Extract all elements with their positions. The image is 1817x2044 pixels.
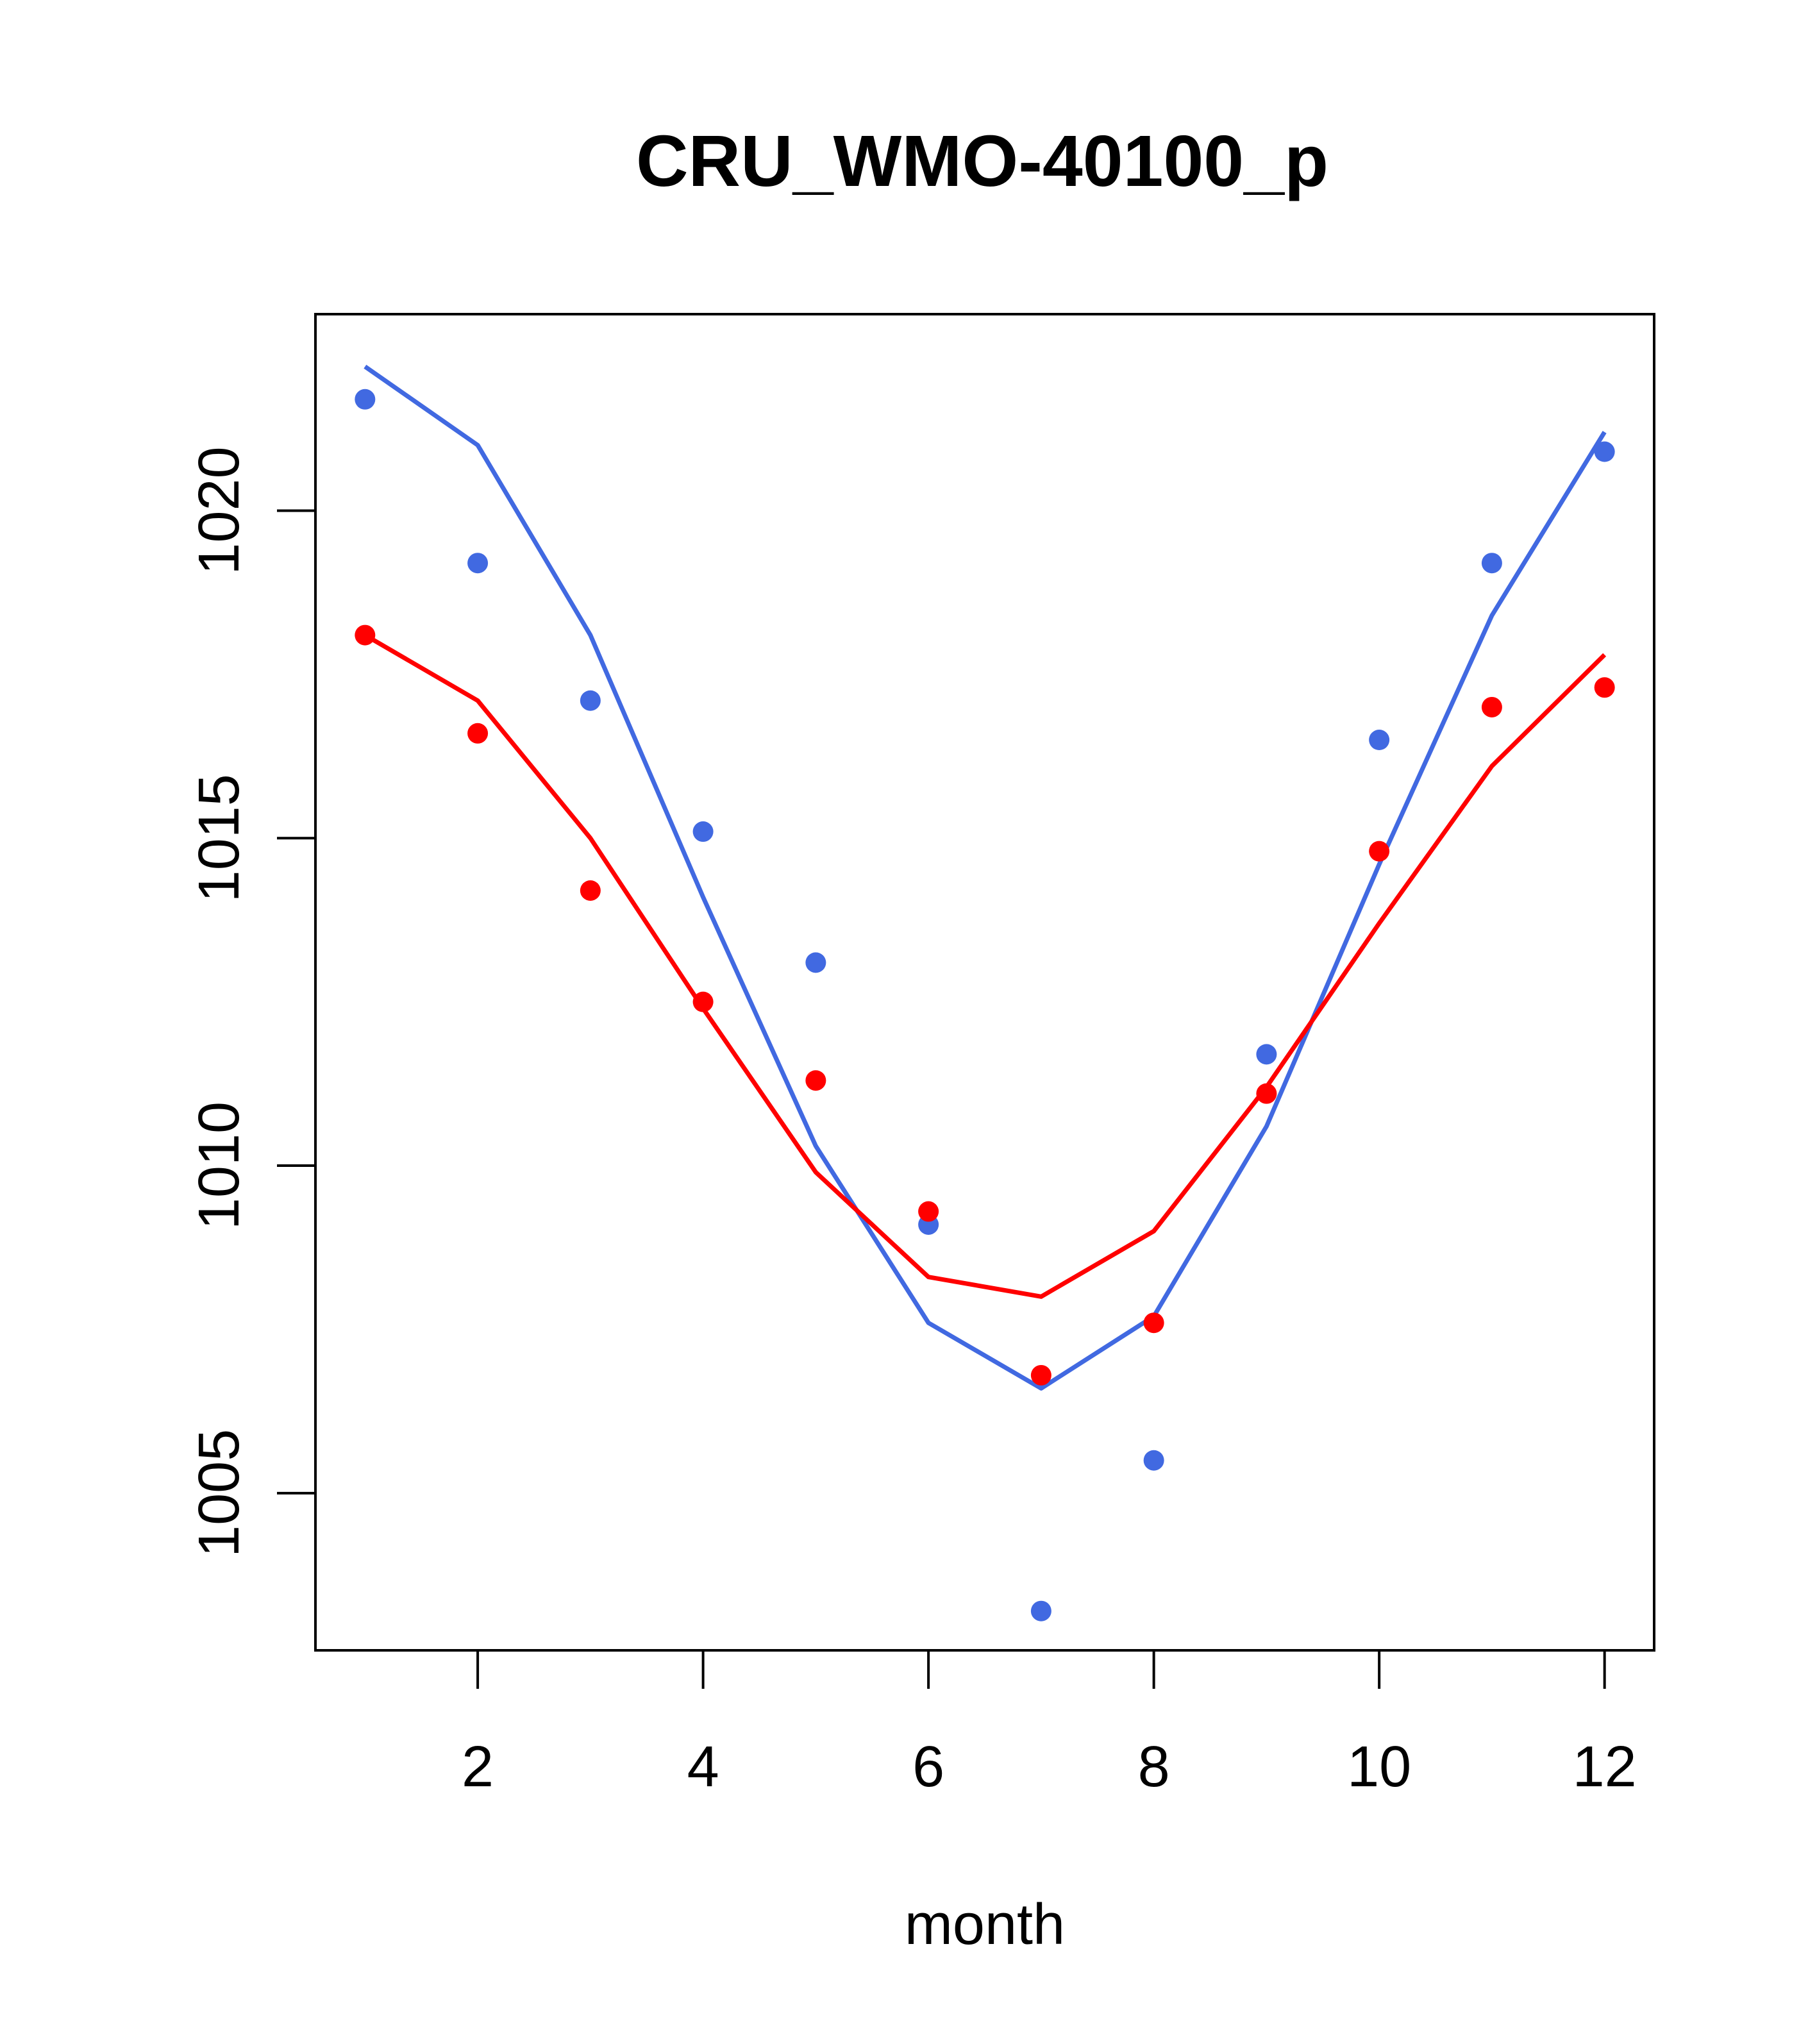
- blue-line: [364, 364, 1607, 1391]
- y-tick-label: 1010: [187, 1102, 251, 1230]
- x-tick-label: 6: [912, 1735, 944, 1799]
- blue-point: [1256, 1044, 1277, 1065]
- x-tick-label: 12: [1573, 1735, 1637, 1799]
- y-tick-label: 1020: [187, 446, 251, 574]
- red-point: [805, 1070, 826, 1091]
- series-lines: [364, 364, 1607, 1391]
- y-tick-label: 1005: [187, 1429, 251, 1557]
- blue-point: [355, 389, 376, 410]
- blue-point: [1481, 553, 1502, 574]
- plot-frame: [314, 313, 1655, 1652]
- red-point: [1143, 1312, 1164, 1334]
- blue-point: [1594, 441, 1615, 462]
- red-point: [355, 624, 376, 646]
- series-points: [355, 389, 1615, 1621]
- red-line: [364, 633, 1607, 1299]
- red-point: [1030, 1364, 1051, 1386]
- red-point: [1481, 696, 1502, 717]
- x-tick-label: 4: [687, 1735, 719, 1799]
- red-point: [692, 991, 714, 1012]
- blue-point: [580, 690, 601, 711]
- x-tick-label: 8: [1138, 1735, 1170, 1799]
- blue-point: [692, 821, 714, 842]
- x-axis: 2 4 6 8 10 12: [462, 1649, 1637, 1799]
- red-point: [1369, 841, 1390, 862]
- red-point: [918, 1201, 939, 1222]
- chart-title: CRU_WMO-40100_p: [636, 121, 1328, 201]
- blue-point: [1369, 730, 1390, 751]
- blue-point: [1143, 1450, 1164, 1471]
- red-point: [580, 880, 601, 901]
- y-axis: 1005 1010 1015 1020: [187, 446, 317, 1557]
- x-tick-label: 2: [462, 1735, 494, 1799]
- y-tick-label: 1015: [187, 774, 251, 902]
- red-point: [1594, 677, 1615, 698]
- blue-point: [467, 553, 489, 574]
- x-tick-label: 10: [1347, 1735, 1411, 1799]
- blue-point: [805, 952, 826, 973]
- blue-point: [1030, 1600, 1051, 1621]
- red-point: [467, 723, 489, 744]
- x-axis-label: month: [905, 1893, 1065, 1957]
- red-point: [1256, 1083, 1277, 1104]
